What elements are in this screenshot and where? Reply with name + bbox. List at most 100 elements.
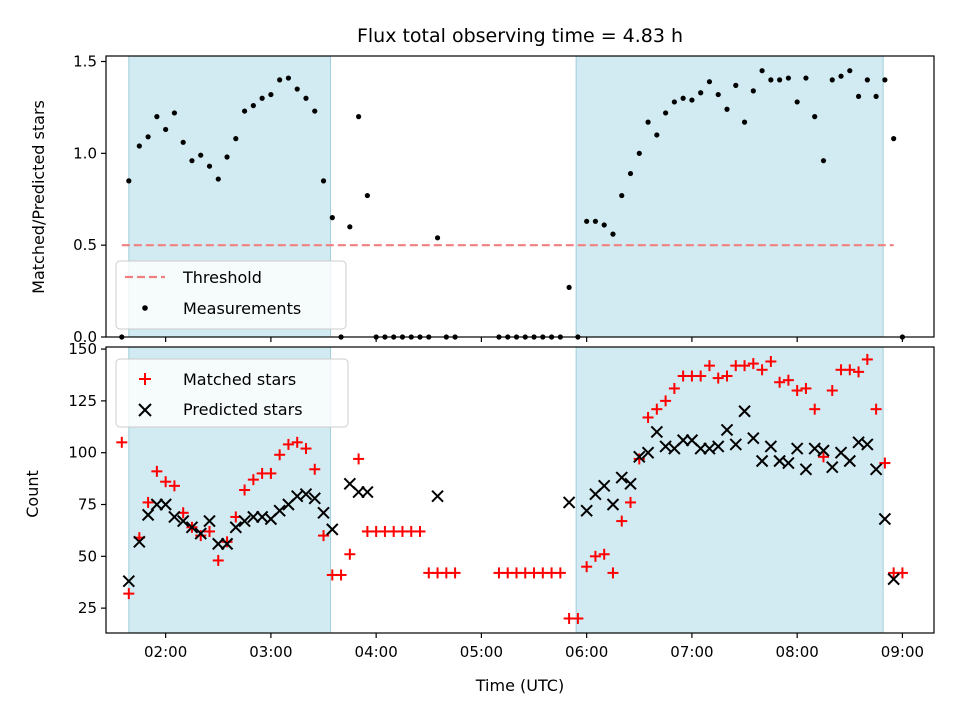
measurement-point <box>312 108 318 114</box>
predicted-star-stroke-b <box>747 431 760 445</box>
bottom-y-tick-label: 75 <box>78 496 97 514</box>
measurement-point <box>189 158 195 164</box>
predicted-star-stroke-b <box>562 496 576 509</box>
measurement-point <box>829 77 835 83</box>
predicted-star-stroke-b <box>782 456 795 470</box>
predicted-star-stroke-b <box>308 492 321 505</box>
matched-star-point <box>300 443 312 455</box>
predicted-stars-layer <box>122 405 900 588</box>
measurement-point <box>294 86 300 92</box>
top-legend-box <box>115 260 347 330</box>
measurement-point <box>855 93 862 100</box>
measurement-point <box>820 158 827 164</box>
matched-star-point <box>353 453 365 465</box>
matched-star-point <box>703 360 715 372</box>
predicted-star-point <box>562 496 576 509</box>
predicted-star-stroke-b <box>273 504 286 517</box>
predicted-star-point <box>122 574 136 588</box>
bottom-y-tick-label: 100 <box>68 444 97 462</box>
measurement-point <box>645 119 651 125</box>
measurement-point <box>785 75 791 81</box>
measurement-point <box>566 284 572 291</box>
predicted-star-stroke-b <box>826 460 839 474</box>
legend-matched-swatch <box>139 373 151 385</box>
matched-star-point <box>668 382 680 394</box>
predicted-star-point <box>878 512 892 526</box>
matched-star-point <box>221 536 233 548</box>
matched-star-point <box>879 457 891 469</box>
top-axes-frame <box>105 55 935 338</box>
measurement-point <box>303 95 309 101</box>
predicted-star-point <box>887 572 900 586</box>
predicted-star-stroke-b <box>141 508 155 522</box>
bottom-axes-frame <box>105 346 935 634</box>
measurement-point <box>233 136 239 142</box>
predicted-star-point <box>326 523 339 536</box>
measurement-point <box>241 108 248 114</box>
predicted-star-stroke-b <box>729 438 742 451</box>
x-tick-label: 09:00 <box>881 643 924 661</box>
measurement-point <box>320 178 327 184</box>
matched-star-point <box>204 525 215 537</box>
matched-star-point <box>853 366 865 378</box>
matched-star-point <box>844 364 856 376</box>
x-tick-label: 06:00 <box>565 643 608 661</box>
matched-star-point <box>282 438 294 450</box>
x-tick-label: 05:00 <box>460 643 503 661</box>
measurement-point <box>864 77 870 83</box>
measurement-point <box>584 218 590 224</box>
predicted-star-point <box>159 498 172 511</box>
predicted-star-point <box>308 492 321 505</box>
top-y-tick-label: 1.0 <box>73 144 97 162</box>
measurements-layer <box>119 68 906 340</box>
top-y-tick-label: 1.5 <box>73 53 97 71</box>
predicted-star-stroke-b <box>606 498 620 511</box>
predicted-star-stroke-b <box>185 521 199 534</box>
predicted-star-stroke-b <box>212 537 225 551</box>
matched-star-point <box>142 496 154 508</box>
predicted-star-point <box>150 498 164 511</box>
measurement-point <box>838 73 844 79</box>
matched-star-point <box>335 569 347 581</box>
predicted-star-point <box>624 477 637 490</box>
predicted-star-stroke-b <box>431 490 444 503</box>
measurement-point <box>671 99 677 105</box>
measurement-point <box>741 119 748 125</box>
matched-star-point <box>309 463 321 475</box>
predicted-star-point <box>641 446 655 459</box>
measurement-point <box>224 154 230 160</box>
top-y-ticks: 0.0 0.5 1.0 1.5 <box>73 53 106 346</box>
predicted-star-stroke-b <box>238 514 251 528</box>
predicted-star-point <box>238 514 251 528</box>
predicted-star-point <box>755 454 769 468</box>
measurement-point <box>364 192 370 199</box>
matched-star-point <box>151 465 163 477</box>
matched-star-point <box>695 370 707 382</box>
matched-star-point <box>589 550 601 562</box>
chart-title: Flux total observing time = 4.83 h <box>357 25 683 47</box>
predicted-star-stroke-b <box>352 485 365 499</box>
predicted-star-point <box>203 514 216 528</box>
predicted-star-point <box>220 537 234 551</box>
measurement-point <box>154 114 160 120</box>
predicted-star-point <box>273 504 286 517</box>
measurement-point <box>654 132 660 138</box>
measurement-point <box>285 75 292 81</box>
matched-star-point <box>168 480 180 492</box>
predicted-star-point <box>133 535 146 549</box>
predicted-star-stroke-b <box>133 535 146 549</box>
matched-star-point <box>660 395 672 407</box>
matched-star-point <box>318 530 330 542</box>
x-tick-label: 02:00 <box>144 643 187 661</box>
predicted-star-stroke-b <box>317 506 330 520</box>
bottom-y-tick-label: 25 <box>78 599 97 617</box>
predicted-star-stroke-b <box>650 425 664 439</box>
predicted-star-point <box>606 498 620 511</box>
predicted-star-point <box>194 527 207 540</box>
predicted-star-point <box>817 444 830 457</box>
matched-star-point <box>572 612 584 624</box>
matched-star-point <box>160 476 172 488</box>
matched-star-point <box>247 474 259 486</box>
bottom-x-ticks: 02:00 03:00 04:00 05:00 06:00 07:00 08:00 09:00 <box>144 633 924 661</box>
x-tick-label: 03:00 <box>249 643 292 661</box>
